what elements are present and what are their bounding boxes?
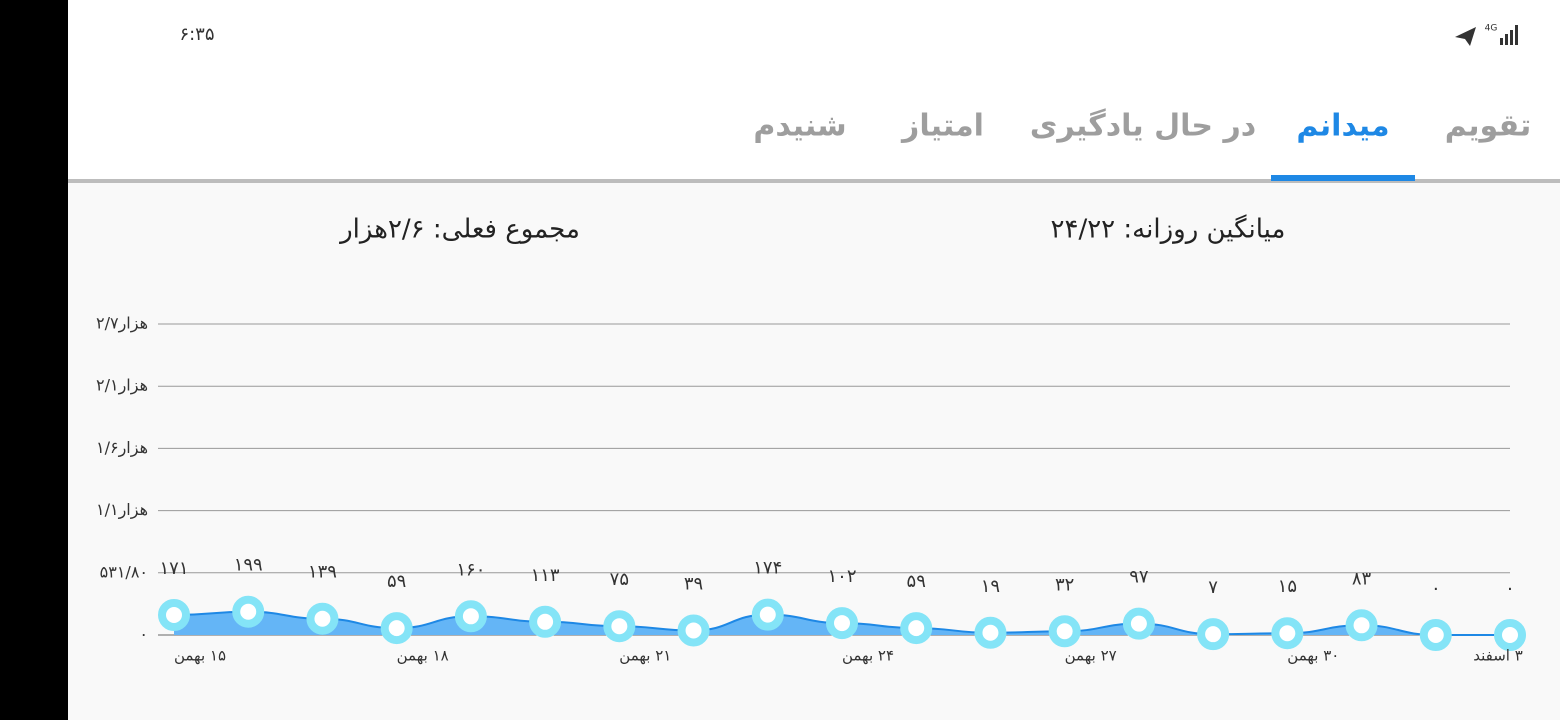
y-tick-label: ۰ bbox=[139, 625, 148, 644]
point bbox=[1419, 619, 1452, 651]
x-tick-label: ۲۷ بهمن bbox=[1065, 647, 1117, 665]
x-tick-label: ۲۱ بهمن bbox=[619, 647, 671, 665]
x-tick-label: ۲۴ بهمن bbox=[842, 647, 894, 665]
point bbox=[603, 610, 636, 643]
tab[interactable]: در حال یادگیری bbox=[1030, 108, 1256, 144]
x-tick-label: ۳ اسفند bbox=[1473, 647, 1523, 665]
x-tick-label: ۱۵ بهمن bbox=[174, 647, 226, 665]
y-tick-label: ۵۳۱/۸۰ bbox=[100, 562, 148, 581]
value-label: ۷ bbox=[1208, 577, 1218, 598]
y-tick-label: ۲/۷هزار bbox=[96, 314, 148, 334]
point bbox=[974, 616, 1007, 649]
point bbox=[529, 605, 562, 638]
value-label: ۵۹ bbox=[907, 571, 926, 592]
value-label: ۳۹ bbox=[684, 573, 703, 594]
point bbox=[826, 607, 858, 640]
value-label: ۱۹۹ bbox=[234, 555, 263, 576]
point bbox=[1122, 607, 1155, 640]
value-label: ۷۵ bbox=[610, 569, 629, 590]
point bbox=[751, 598, 784, 631]
value-label: ۱۹ bbox=[981, 576, 1000, 597]
point bbox=[1271, 617, 1304, 650]
value-label: ۱۷۱ bbox=[159, 558, 188, 579]
value-label: ۱۷۴ bbox=[753, 558, 782, 579]
value-label: ۱۶۰ bbox=[456, 559, 485, 580]
point bbox=[232, 595, 265, 628]
value-label: ۱۱۳ bbox=[531, 565, 560, 586]
x-tick-label: ۱۸ بهمن bbox=[397, 647, 449, 665]
point bbox=[454, 600, 487, 633]
daily-average: میانگین روزانه: ۲۴/۲۲ bbox=[1051, 214, 1286, 245]
tab[interactable]: تقویم bbox=[1445, 109, 1531, 144]
tab[interactable]: شنیدم bbox=[753, 109, 846, 144]
y-tick-label: ۱/۶هزار bbox=[96, 438, 148, 458]
y-tick-label: ۲/۱هزار bbox=[96, 376, 148, 396]
status-time: ۶:۳۵ bbox=[179, 24, 214, 45]
point bbox=[1345, 609, 1378, 642]
content-background bbox=[68, 183, 1560, 720]
point bbox=[900, 612, 933, 645]
point bbox=[380, 612, 413, 645]
tab-divider bbox=[68, 179, 1560, 183]
value-label: ۰ bbox=[1505, 578, 1515, 599]
y-tick-label: ۱/۱هزار bbox=[96, 500, 148, 520]
left-bezel bbox=[0, 0, 68, 720]
value-label: ۰ bbox=[1431, 578, 1441, 599]
point bbox=[1197, 618, 1230, 651]
value-label: ۱۵ bbox=[1278, 576, 1297, 597]
x-tick-label: ۳۰ بهمن bbox=[1287, 647, 1339, 665]
point bbox=[1048, 615, 1081, 648]
tab[interactable]: میدانم bbox=[1296, 109, 1389, 144]
point bbox=[158, 598, 190, 631]
tab-indicator bbox=[1271, 175, 1415, 181]
tab[interactable]: امتیاز bbox=[900, 109, 984, 144]
value-label: ۵۹ bbox=[387, 571, 406, 592]
point bbox=[306, 602, 339, 635]
signal-icon bbox=[1500, 25, 1518, 45]
value-label: ۱۳۹ bbox=[308, 562, 337, 583]
send-icon bbox=[1455, 27, 1476, 46]
value-label: ۳۲ bbox=[1055, 574, 1074, 595]
network-type: 4G bbox=[1485, 24, 1498, 34]
value-label: ۹۷ bbox=[1129, 567, 1149, 588]
point bbox=[677, 614, 710, 647]
value-label: ۱۰۲ bbox=[827, 566, 856, 587]
current-total: مجموع فعلی: ۲/۶هزار bbox=[338, 215, 580, 245]
value-label: ۸۳ bbox=[1352, 568, 1372, 589]
point bbox=[1494, 619, 1526, 651]
